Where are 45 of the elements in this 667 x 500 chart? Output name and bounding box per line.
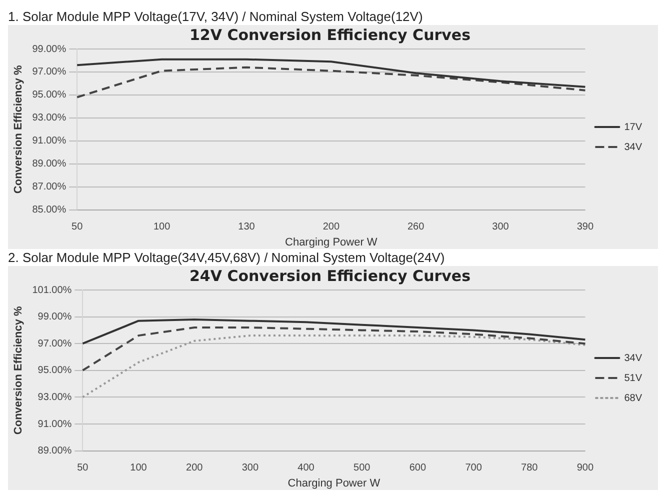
x-tick-label: 100 <box>130 462 148 474</box>
x-tick-label: 600 <box>409 462 426 474</box>
chart-title: 12V Conversion Efficiency Curves <box>189 26 471 44</box>
x-tick-label: 400 <box>298 462 315 474</box>
y-tick-label: 89.00% <box>38 446 72 457</box>
x-tick-label: 100 <box>153 222 171 233</box>
x-tick-label: 780 <box>521 462 538 474</box>
x-tick-label: 700 <box>465 462 482 474</box>
y-tick-label: 93.00% <box>38 392 72 403</box>
x-tick-label: 130 <box>238 222 256 233</box>
y-tick-label: 93.00% <box>32 112 66 124</box>
x-tick-label: 300 <box>242 462 259 474</box>
legend-label: 34V <box>624 142 642 153</box>
y-tick-label: 91.00% <box>38 418 72 430</box>
y-tick-label: 85.00% <box>32 204 66 216</box>
chart-subtitle: 2. Solar Module MPP Voltage(34V,45V,68V) / Nominal System Voltage(24V) <box>8 249 446 266</box>
legend-label: 34V <box>624 352 642 364</box>
y-axis-title: Conversion Efficiency % <box>12 65 25 194</box>
x-tick-label: 260 <box>408 222 425 233</box>
y-tick-label: 91.00% <box>32 136 66 147</box>
legend-label: 17V <box>624 122 642 133</box>
y-tick-label: 97.00% <box>32 66 66 78</box>
y-tick-label: 95.00% <box>32 90 66 101</box>
x-tick-label: 50 <box>72 222 84 233</box>
y-tick-label: 97.00% <box>38 338 72 350</box>
x-tick-label: 50 <box>77 462 89 474</box>
y-tick-label: 89.00% <box>32 158 66 170</box>
y-tick-label: 95.00% <box>38 365 72 376</box>
chart-subtitle: 1. Solar Module MPP Voltage(17V, 34V) / Nominal System Voltage(12V) <box>8 8 424 25</box>
x-tick-label: 390 <box>576 222 594 233</box>
legend-label: 51V <box>624 372 642 384</box>
x-axis-title: Charging Power W <box>284 236 378 248</box>
x-tick-label: 500 <box>354 462 371 474</box>
x-tick-label: 900 <box>576 462 594 474</box>
x-tick-label: 300 <box>492 222 510 233</box>
legend-label: 68V <box>624 392 642 404</box>
x-tick-label: 200 <box>322 222 340 233</box>
y-tick-label: 87.00% <box>32 182 66 193</box>
y-axis-title: Conversion Efficiency % <box>12 306 25 435</box>
x-axis-title: Charging Power W <box>288 477 381 490</box>
y-tick-label: 99.00% <box>38 312 72 323</box>
y-tick-label: 99.00% <box>32 44 66 55</box>
y-tick-label: 101.00% <box>32 284 72 296</box>
chart-title: 24V Conversion Efficiency Curves <box>189 266 471 285</box>
x-tick-label: 200 <box>186 462 204 474</box>
